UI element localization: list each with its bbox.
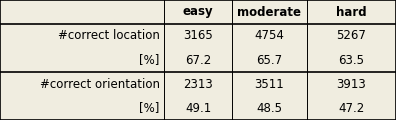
- Text: 67.2: 67.2: [185, 54, 211, 66]
- Text: 3511: 3511: [254, 78, 284, 90]
- Text: hard: hard: [336, 6, 367, 18]
- Text: 49.1: 49.1: [185, 102, 211, 114]
- Text: 63.5: 63.5: [339, 54, 364, 66]
- Text: 5267: 5267: [337, 30, 366, 42]
- Text: 2313: 2313: [183, 78, 213, 90]
- Text: moderate: moderate: [237, 6, 301, 18]
- Text: 48.5: 48.5: [256, 102, 282, 114]
- Text: [%]: [%]: [139, 54, 160, 66]
- Text: 65.7: 65.7: [256, 54, 282, 66]
- Text: 3165: 3165: [183, 30, 213, 42]
- Text: #correct location: #correct location: [58, 30, 160, 42]
- Text: 47.2: 47.2: [338, 102, 365, 114]
- Text: #correct orientation: #correct orientation: [40, 78, 160, 90]
- Text: easy: easy: [183, 6, 213, 18]
- Text: 4754: 4754: [254, 30, 284, 42]
- Text: [%]: [%]: [139, 102, 160, 114]
- Text: 3913: 3913: [337, 78, 366, 90]
